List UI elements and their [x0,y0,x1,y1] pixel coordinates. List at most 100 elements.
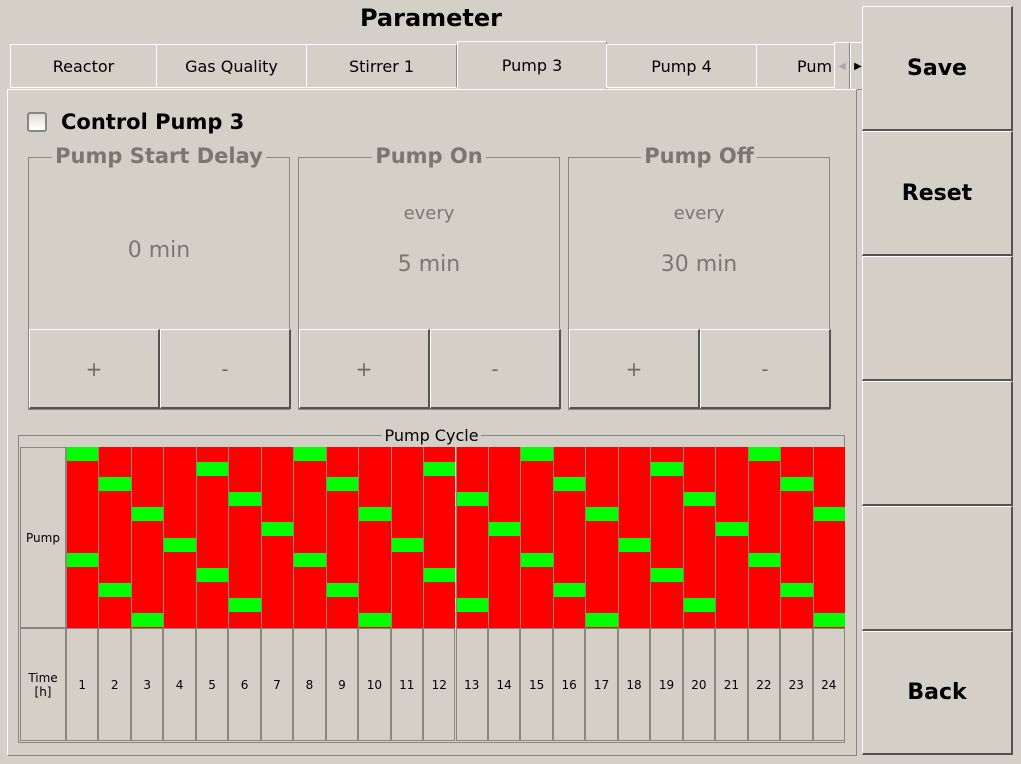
time-hour-cell: 7 [260,628,294,741]
time-hour-cell: 4 [163,628,196,741]
pump-on-mark [748,552,781,567]
pump-cycle-cell-15 [520,447,553,628]
time-hour-cell: 5 [195,628,229,741]
pump-on-mark [781,477,813,492]
time-hour-cell: 17 [585,628,618,741]
reset-button[interactable]: Reset [862,131,1013,256]
pump-on-group: Pump On every 5 min + - [298,144,561,410]
pump-on-mark [294,447,326,461]
pump-on-mark [424,462,456,477]
control-pump-checkbox[interactable] [27,112,47,132]
empty-button-2[interactable] [862,381,1013,506]
time-hour-cell: 6 [228,628,261,741]
pump-cycle-cell-7 [260,447,294,628]
tab-pump-4[interactable]: Pump 4 [606,44,757,88]
time-hour-cell: 12 [423,628,456,741]
pump-on-value: 5 min [397,252,461,277]
pump-on-mark [618,537,651,552]
pump-cycle-cell-18 [617,447,651,628]
pump-cycle-cell-20 [682,447,716,628]
pump-cycle-cell-1 [66,447,99,628]
time-hour-cell: 8 [293,628,326,741]
pump-on-minus-button[interactable]: - [430,329,561,409]
pump-on-mark [651,462,683,477]
pump-on-mark [683,492,716,507]
pump-on-mark [488,522,521,537]
time-hour-cell: 15 [520,628,553,741]
pump-start-delay-title: Pump Start Delay [52,144,266,168]
tab-reactor[interactable]: Reactor [10,44,157,88]
pump-on-mark [131,507,164,522]
start-delay-plus-button[interactable]: + [29,329,160,409]
pump-cycle-title: Pump Cycle [382,426,481,445]
pump-on-mark [651,567,683,582]
pump-on-mark [586,507,618,522]
pump-on-title: Pump On [372,144,486,168]
time-hour-cell: 21 [715,628,748,741]
tab-content-pane [7,89,857,756]
pump-cycle-cell-17 [585,447,618,628]
pump-off-plus-button[interactable]: + [569,329,700,409]
control-pump-label: Control Pump 3 [61,110,245,134]
arrow-left-icon[interactable]: ◀ [834,42,850,90]
back-button[interactable]: Back [862,631,1013,755]
tab-stirrer-1[interactable]: Stirrer 1 [306,44,457,88]
pump-on-mark [229,597,261,612]
pump-cycle-cell-24 [812,447,845,628]
pump-on-mark [521,447,553,461]
pump-on-mark [424,567,456,582]
pump-on-mark [67,447,99,461]
pump-on-mark [131,612,164,627]
pump-on-mark [683,597,716,612]
pump-on-every-label: every [403,203,455,224]
time-hour-cell: 13 [455,628,488,741]
pump-cycle-cell-13 [455,447,488,628]
pump-off-minus-button[interactable]: - [700,329,831,409]
control-pump-toggle[interactable]: Control Pump 3 [27,110,244,134]
save-button[interactable]: Save [862,6,1013,131]
time-hour-cell: 3 [130,628,164,741]
pump-cycle-cell-23 [780,447,813,628]
pump-cycle-grid: Pump Time [h] 1 2 3 4 5 6 7 8 9 10 11 12 13 14 15 16 17 1… [20,447,845,741]
pump-cycle-cell-10 [358,447,391,628]
empty-button-1[interactable] [862,256,1013,381]
time-hour-cell: 1 [66,628,99,741]
pump-cycle-cell-11 [390,447,424,628]
pump-cycle-cell-21 [715,447,748,628]
time-hour-cell: 9 [325,628,359,741]
time-hour-cell: 22 [747,628,781,741]
pump-on-mark [813,507,845,522]
pump-on-plus-button[interactable]: + [299,329,430,409]
pump-on-mark [748,447,781,461]
start-delay-minus-button[interactable]: - [160,329,291,409]
pump-on-mark [326,582,359,597]
pump-row-label: Pump [20,447,66,628]
time-hour-cell: 2 [98,628,131,741]
pump-on-mark [553,477,586,492]
tab-pump-3[interactable]: Pump 3 [457,41,607,89]
tab-gas-quality[interactable]: Gas Quality [156,44,307,88]
time-hour-cell: 14 [487,628,521,741]
time-hour-cell: 20 [682,628,716,741]
pump-cycle-cell-14 [487,447,521,628]
pump-on-mark [813,612,845,627]
pump-on-mark [716,522,748,537]
tab-pump-5-clipped[interactable]: Pum [756,44,836,88]
time-hour-cell: 23 [780,628,813,741]
pump-start-delay-value: 0 min [127,238,191,263]
time-hour-cell: 24 [812,628,845,741]
pump-start-delay-group: Pump Start Delay 0 min + - [28,144,291,410]
empty-button-3[interactable] [862,506,1013,631]
pump-on-mark [99,582,131,597]
pump-cycle-panel: Pump Cycle Pump Time [h] 1 2 3 4 5 6 7 8 9 10 11 12… [18,426,845,743]
pump-cycle-cell-5 [195,447,229,628]
pump-on-mark [196,567,229,582]
pump-cycle-cell-22 [747,447,781,628]
time-hour-cell: 18 [617,628,651,741]
pump-on-mark [359,507,391,522]
pump-cycle-cell-4 [163,447,196,628]
pump-cycle-cell-16 [552,447,586,628]
pump-cycle-cell-19 [650,447,683,628]
pump-on-mark [521,552,553,567]
pump-on-mark [391,537,424,552]
